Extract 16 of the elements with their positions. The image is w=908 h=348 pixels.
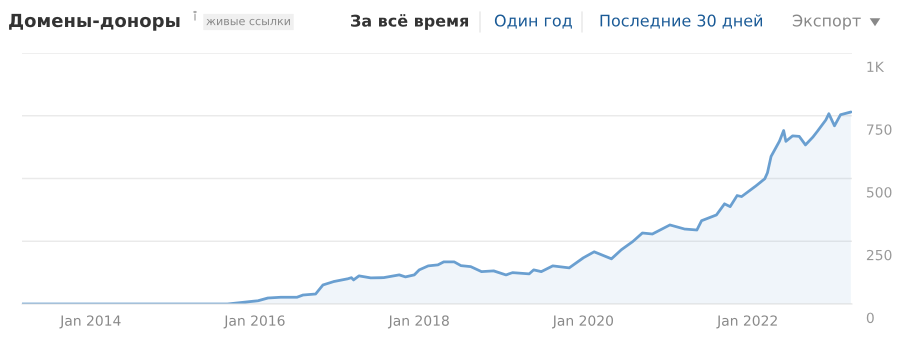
x-tick-label: Jan 2014 bbox=[59, 315, 121, 328]
text: Экспорт bbox=[792, 14, 861, 30]
y-tick-label: 1K bbox=[867, 62, 884, 72]
y-tick-label: 750 bbox=[867, 124, 892, 135]
x-tick-label: Jan 2020 bbox=[552, 315, 614, 328]
x-tick-label: Jan 2022 bbox=[716, 315, 777, 328]
x-tick-label: Jan 2018 bbox=[388, 315, 449, 328]
chart-title: Домены-доноры bbox=[9, 14, 180, 31]
x-tick-label: Jan 2016 bbox=[224, 315, 285, 328]
y-tick-label: 250 bbox=[866, 250, 892, 260]
text: Последние 30 дней bbox=[600, 14, 762, 29]
y-tick-label: 500 bbox=[866, 187, 892, 198]
chart-subtitle: живые ссылки bbox=[206, 18, 290, 26]
text: Один год bbox=[494, 14, 572, 29]
y-tick-label: 0 bbox=[866, 312, 874, 324]
text: За всё время bbox=[351, 14, 468, 30]
